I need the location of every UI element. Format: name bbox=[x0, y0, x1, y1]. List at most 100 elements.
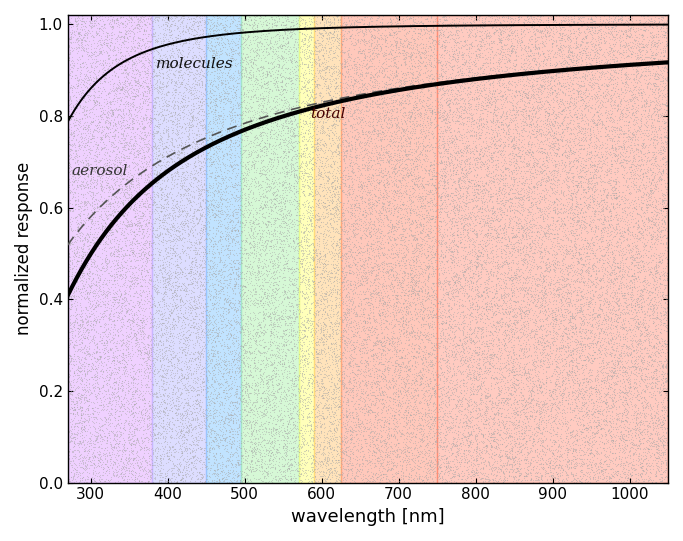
Point bbox=[548, 457, 559, 466]
Point bbox=[419, 169, 430, 177]
Point bbox=[558, 23, 569, 31]
Point bbox=[410, 245, 421, 254]
Point bbox=[230, 279, 241, 288]
Point bbox=[528, 148, 539, 157]
Point bbox=[280, 122, 291, 130]
Point bbox=[340, 424, 351, 433]
Point bbox=[134, 265, 145, 274]
Point bbox=[213, 163, 224, 171]
Point bbox=[331, 102, 342, 111]
Point bbox=[214, 90, 225, 99]
Point bbox=[505, 173, 516, 182]
Point bbox=[457, 95, 468, 103]
Point bbox=[292, 283, 303, 292]
Point bbox=[109, 225, 120, 233]
Point bbox=[583, 350, 594, 359]
Point bbox=[646, 111, 657, 120]
Point bbox=[654, 417, 665, 426]
Point bbox=[327, 416, 338, 425]
Point bbox=[267, 202, 278, 211]
Point bbox=[333, 299, 344, 308]
Point bbox=[303, 190, 313, 199]
Point bbox=[665, 19, 676, 28]
Point bbox=[195, 121, 206, 129]
Point bbox=[141, 36, 152, 45]
Point bbox=[366, 130, 377, 139]
Point bbox=[350, 200, 361, 209]
Point bbox=[143, 360, 154, 369]
Point bbox=[552, 359, 563, 367]
Point bbox=[485, 63, 496, 72]
Point bbox=[192, 140, 203, 149]
Point bbox=[529, 216, 540, 225]
Point bbox=[129, 85, 140, 94]
Point bbox=[101, 64, 112, 73]
Point bbox=[234, 351, 245, 360]
Point bbox=[506, 255, 517, 264]
Point bbox=[566, 463, 576, 471]
Point bbox=[346, 87, 357, 96]
Point bbox=[283, 250, 294, 259]
Point bbox=[615, 241, 626, 249]
Point bbox=[665, 322, 675, 331]
Point bbox=[487, 66, 498, 75]
Point bbox=[488, 341, 499, 350]
Point bbox=[122, 355, 133, 364]
Point bbox=[388, 140, 399, 149]
Point bbox=[428, 160, 438, 168]
Point bbox=[157, 56, 168, 64]
Point bbox=[395, 367, 406, 376]
Point bbox=[634, 329, 645, 338]
Point bbox=[603, 59, 614, 68]
Point bbox=[182, 184, 193, 193]
Point bbox=[330, 327, 341, 336]
Point bbox=[373, 281, 384, 290]
Point bbox=[550, 437, 561, 446]
Point bbox=[186, 320, 197, 329]
Point bbox=[525, 424, 535, 432]
Point bbox=[337, 19, 348, 28]
Point bbox=[114, 56, 125, 64]
Point bbox=[353, 405, 364, 413]
Point bbox=[496, 252, 507, 260]
Point bbox=[333, 388, 344, 397]
Point bbox=[499, 443, 510, 451]
Point bbox=[430, 38, 441, 47]
Point bbox=[529, 245, 540, 253]
Point bbox=[141, 220, 152, 228]
Point bbox=[477, 61, 488, 70]
Point bbox=[647, 127, 658, 136]
Point bbox=[340, 278, 351, 287]
Point bbox=[662, 259, 673, 267]
Point bbox=[494, 430, 505, 438]
Point bbox=[403, 415, 414, 424]
Point bbox=[294, 254, 305, 262]
Point bbox=[530, 318, 541, 327]
Point bbox=[450, 415, 461, 424]
Point bbox=[426, 88, 436, 97]
Point bbox=[120, 415, 130, 424]
Point bbox=[635, 337, 646, 346]
Point bbox=[470, 105, 481, 114]
Point bbox=[454, 355, 465, 364]
Point bbox=[161, 149, 172, 157]
Point bbox=[635, 160, 646, 168]
Point bbox=[604, 76, 615, 85]
Point bbox=[191, 236, 201, 245]
Point bbox=[200, 202, 211, 211]
Point bbox=[154, 335, 165, 344]
Point bbox=[421, 99, 432, 108]
Point bbox=[76, 403, 87, 412]
Point bbox=[609, 385, 619, 394]
Point bbox=[238, 362, 249, 371]
Point bbox=[507, 249, 518, 258]
Point bbox=[236, 27, 247, 35]
Point bbox=[208, 382, 219, 391]
Point bbox=[100, 413, 111, 421]
Point bbox=[188, 95, 199, 103]
Point bbox=[197, 447, 208, 456]
Point bbox=[156, 184, 167, 193]
Point bbox=[305, 129, 316, 137]
Point bbox=[279, 21, 290, 29]
Point bbox=[370, 351, 381, 359]
